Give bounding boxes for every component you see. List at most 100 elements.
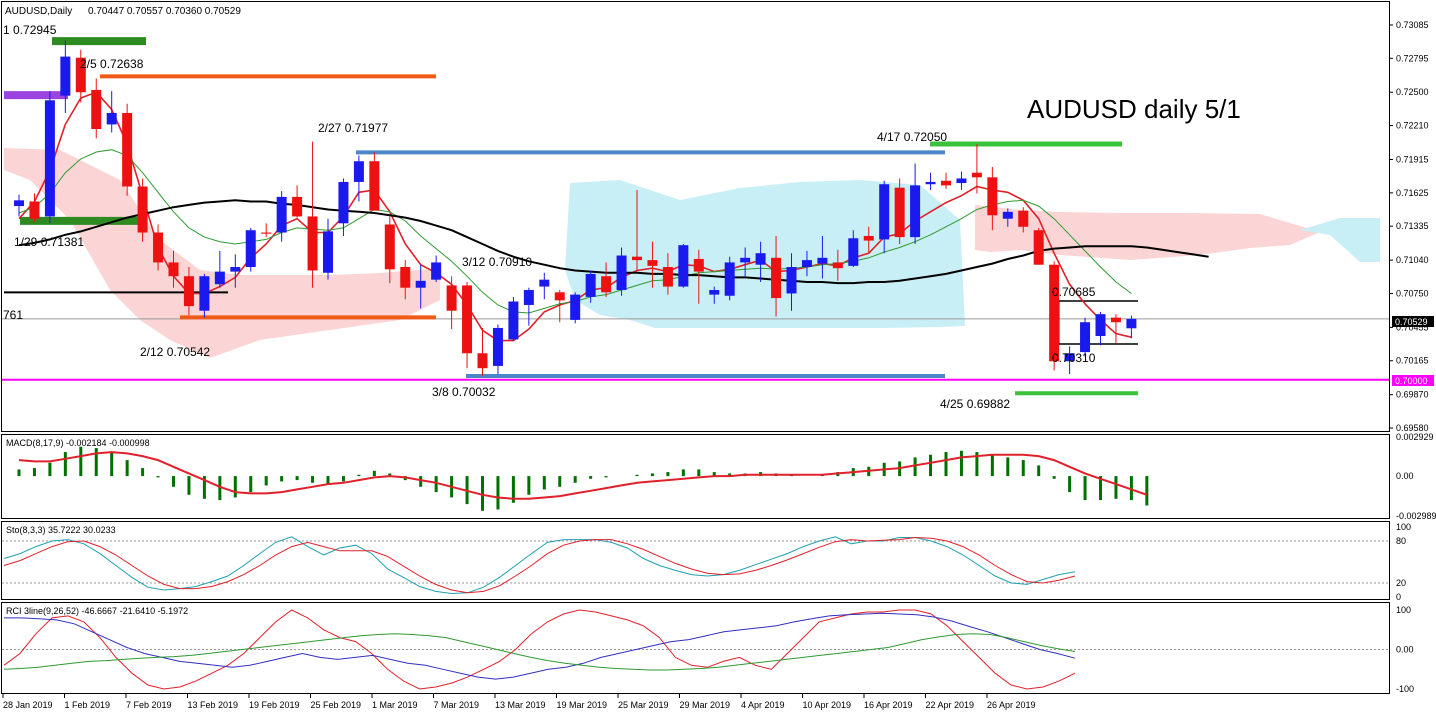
candle[interactable] xyxy=(446,276,457,330)
candle[interactable] xyxy=(338,178,349,236)
candle-body xyxy=(508,301,519,340)
candle[interactable] xyxy=(137,178,148,242)
candle[interactable] xyxy=(1110,314,1121,343)
candle[interactable] xyxy=(307,141,318,288)
candle[interactable] xyxy=(971,143,982,194)
candle[interactable] xyxy=(817,235,828,279)
candle-body xyxy=(786,267,797,294)
candle[interactable] xyxy=(647,241,658,288)
candle-body xyxy=(415,280,426,288)
candle[interactable] xyxy=(724,256,735,301)
date-tick-label: 10 Apr 2019 xyxy=(803,700,852,710)
date-tick-label: 25 Feb 2019 xyxy=(311,700,362,710)
date-tick-label: 4 Apr 2019 xyxy=(741,700,785,710)
candle[interactable] xyxy=(848,230,859,268)
candle[interactable] xyxy=(554,290,565,323)
candle[interactable] xyxy=(492,324,503,374)
candle[interactable] xyxy=(709,286,720,304)
candle[interactable] xyxy=(1049,261,1060,371)
candle[interactable] xyxy=(168,250,179,288)
candle[interactable] xyxy=(1080,317,1091,357)
sto-tick-label: 20 xyxy=(1396,578,1406,588)
candle[interactable] xyxy=(570,292,581,324)
candle[interactable] xyxy=(29,193,40,223)
candle[interactable] xyxy=(941,172,951,189)
sto-tick-label: 80 xyxy=(1396,536,1406,546)
candle[interactable] xyxy=(771,235,782,317)
candle-body xyxy=(848,238,859,266)
candle-body xyxy=(724,262,735,296)
candle[interactable] xyxy=(1033,227,1044,265)
candle[interactable] xyxy=(323,218,333,280)
candle[interactable] xyxy=(122,103,133,196)
candle[interactable] xyxy=(60,40,71,113)
candle[interactable] xyxy=(415,264,426,309)
candle[interactable] xyxy=(925,172,936,190)
candle-body xyxy=(230,267,241,272)
candle[interactable] xyxy=(292,185,303,218)
candle[interactable] xyxy=(616,247,627,296)
candle[interactable] xyxy=(539,272,550,300)
candle-body xyxy=(755,253,766,265)
candle[interactable] xyxy=(956,171,967,190)
candle-body xyxy=(400,267,411,288)
candle[interactable] xyxy=(462,281,473,369)
candle[interactable] xyxy=(91,78,102,139)
candle[interactable] xyxy=(987,166,998,231)
candle[interactable] xyxy=(261,223,272,238)
candle[interactable] xyxy=(740,247,751,278)
candle[interactable] xyxy=(477,327,488,377)
candle[interactable] xyxy=(894,178,905,245)
candle[interactable] xyxy=(431,255,442,282)
candle[interactable] xyxy=(632,189,642,271)
candle[interactable] xyxy=(353,155,364,202)
candle[interactable] xyxy=(910,163,921,245)
current-price-box xyxy=(1392,316,1434,327)
candle[interactable] xyxy=(585,270,596,303)
candle-body xyxy=(1126,318,1137,329)
main-panel-frame xyxy=(1,1,1390,432)
candle-body xyxy=(662,267,673,287)
candle[interactable] xyxy=(400,260,411,300)
candle[interactable] xyxy=(153,224,164,271)
candle[interactable] xyxy=(879,180,890,254)
candle[interactable] xyxy=(384,216,395,284)
candle[interactable] xyxy=(183,267,194,316)
candle[interactable] xyxy=(693,249,704,304)
candle[interactable] xyxy=(662,253,673,295)
candle[interactable] xyxy=(369,152,380,211)
candle[interactable] xyxy=(508,296,519,341)
candle[interactable] xyxy=(1126,315,1137,339)
candle[interactable] xyxy=(214,250,225,288)
candle[interactable] xyxy=(245,227,256,272)
candle[interactable] xyxy=(1095,311,1106,346)
candle[interactable] xyxy=(601,262,612,297)
candle-body xyxy=(1095,314,1106,337)
candle[interactable] xyxy=(44,91,55,224)
date-tick-label: 26 Apr 2019 xyxy=(987,700,1036,710)
candle[interactable] xyxy=(786,253,797,311)
candle[interactable] xyxy=(1018,207,1029,233)
candle[interactable] xyxy=(230,254,241,288)
candle-body xyxy=(276,196,287,233)
macd-tick-label: -0.002989 xyxy=(1396,511,1436,521)
candle[interactable] xyxy=(523,287,534,326)
candle[interactable] xyxy=(832,249,843,281)
candle[interactable] xyxy=(106,91,117,133)
candle[interactable] xyxy=(199,273,210,318)
candle[interactable] xyxy=(1064,346,1075,374)
candle[interactable] xyxy=(863,226,874,254)
candle-body xyxy=(971,172,982,178)
price-tick-label: 0.72795 xyxy=(1396,53,1429,63)
candle[interactable] xyxy=(1002,208,1013,227)
date-tick-label: 16 Apr 2019 xyxy=(864,700,913,710)
candle[interactable] xyxy=(14,194,24,217)
annotation-label: 3/12 0.70910 xyxy=(462,255,532,269)
candle[interactable] xyxy=(755,241,766,282)
candle[interactable] xyxy=(801,250,812,277)
candle[interactable] xyxy=(75,49,86,103)
candle[interactable] xyxy=(678,244,689,288)
candle[interactable] xyxy=(276,191,287,242)
price-tick-label: 0.70750 xyxy=(1396,288,1429,298)
